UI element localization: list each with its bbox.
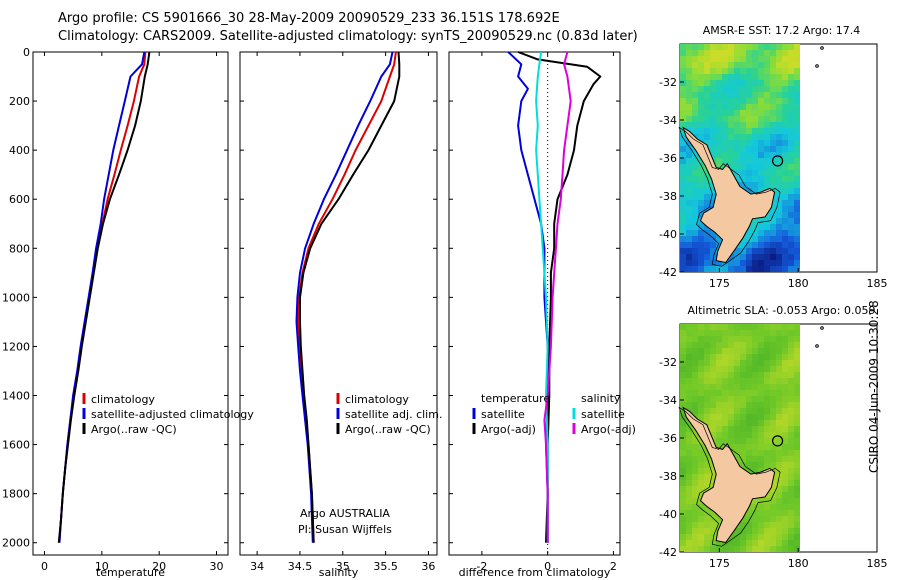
sla_map-islet (815, 344, 819, 348)
salinity-xtick-label: 35 (336, 560, 350, 573)
temperature-series-satellite-adjusted-climatology (58, 51, 146, 543)
difference-xlabel: difference from climatology (459, 566, 611, 579)
temperature-frame (32, 51, 229, 556)
sst_map-contour (678, 126, 781, 267)
salinity-frame (239, 51, 438, 556)
sla_map-lon-tick-label: 185 (867, 557, 888, 570)
legend-sal-argo-label: Argo(-adj) (581, 423, 636, 436)
difference-xtick-label: -2 (476, 560, 487, 573)
header-line-1: Argo profile: CS 5901666_30 28-May-2009 … (58, 11, 560, 26)
sla_map-lat-tick-label: -42 (659, 546, 677, 559)
sla_map-lon-tick-label: 180 (788, 557, 809, 570)
credit-line-2: PI: Susan Wijffels (298, 523, 392, 536)
difference-series-temperature-satellite (507, 51, 549, 543)
legend-climatology-label: climatology (91, 393, 155, 406)
sst_map: 175 180 185 -32 -34 -36 -38 -40 -42 AMSR-E SST: 1… (659, 24, 887, 290)
sst_map-lat-tick-label: -40 (659, 228, 677, 241)
sst_map-lat-tick-label: -32 (659, 76, 677, 89)
sst_map-lat-tick-label: -42 (659, 266, 677, 279)
legend-temp-satellite-label: satellite (481, 408, 525, 421)
temperature-xtick-label: 0 (41, 560, 48, 573)
sla_map-land (682, 406, 776, 544)
difference-series-salinity-argo-adj- (543, 51, 572, 543)
sst_map-land (682, 126, 776, 264)
legend-climatology-label: climatology (345, 393, 409, 406)
legend-satellite-label: satellite adj. clim. (345, 408, 442, 421)
sla_map-lat-tick-label: -38 (659, 470, 677, 483)
temperature-legend: climatology satellite-adjusted climatolog… (82, 393, 254, 436)
depth-tick-label: 0 (23, 46, 30, 59)
difference-frame (448, 51, 621, 556)
depth-tick-label: 1000 (2, 291, 30, 304)
depth-tick-label: 400 (9, 144, 30, 157)
temperature-xtick-label: 30 (210, 560, 224, 573)
depth-tick-label: 200 (9, 95, 30, 108)
sla_map-contour (678, 406, 781, 547)
header-line-2: Climatology: CARS2009. Satellite-adjuste… (58, 29, 638, 44)
legend-temperature-heading: temperature (481, 392, 550, 405)
depth-tick-label: 600 (9, 193, 30, 206)
sla_map-field (680, 324, 800, 552)
salinity-series-climatology (297, 51, 397, 543)
legend-argo-label: Argo(..raw -QC) (345, 423, 431, 436)
temperature-xlabel: temperature (96, 566, 165, 579)
difference-xtick-label: 2 (610, 560, 617, 573)
depth-tick-label: 1200 (2, 340, 30, 353)
legend-sal-satellite-label: satellite (581, 408, 625, 421)
credit-line-1: Argo AUSTRALIA (300, 507, 390, 520)
sla_map-lat-tick-label: -34 (659, 394, 677, 407)
temperature-xtick-label: 20 (152, 560, 166, 573)
sst_map-lat-tick-label: -36 (659, 152, 677, 165)
temperature-xtick-label: 10 (95, 560, 109, 573)
salinity-xtick-label: 34 (250, 560, 264, 573)
difference-xtick-label: 0 (544, 560, 551, 573)
salinity-panel: 34 34.5 35 35.5 36 salinity (239, 51, 438, 579)
sst_map-islet (820, 46, 824, 50)
salinity-series-argo-raw-qc- (299, 51, 401, 543)
sst_map-lon-tick-label: 180 (788, 277, 809, 290)
difference-series-temperature-argo-adj- (517, 51, 602, 543)
sla_map-frame (679, 323, 878, 553)
legend-salinity-heading: salinity (581, 392, 621, 405)
depth-tick-label: 800 (9, 242, 30, 255)
sla_map: 175 180 185 -32 -34 -36 -38 -40 -42 Altimetric SL… (659, 304, 887, 570)
sst_map-frame (679, 43, 878, 273)
salinity-xtick-label: 36 (421, 560, 435, 573)
depth-tick-label: 2000 (2, 537, 30, 550)
sst_map-lon-tick-label: 175 (709, 277, 730, 290)
sst_map-field (680, 44, 800, 272)
sla_map-float-marker (771, 435, 784, 447)
sla_map-lon-tick-label: 175 (709, 557, 730, 570)
legend-argo-label: Argo(..raw -QC) (91, 423, 177, 436)
sst_map-lon-tick-label: 185 (867, 277, 888, 290)
sst_map-title: AMSR-E SST: 17.2 Argo: 17.4 (703, 24, 861, 37)
legend-temp-argo-label: Argo(-adj) (481, 423, 536, 436)
sla_map-lat-tick-label: -40 (659, 508, 677, 521)
difference-legend: temperature satellite Argo(-adj) salinity sa… (472, 392, 636, 436)
depth-tick-label: 1600 (2, 439, 30, 452)
sla_map-title: Altimetric SLA: -0.053 Argo: 0.059 (688, 304, 876, 317)
salinity-xtick-label: 34.5 (288, 560, 313, 573)
sst_map-float-marker (771, 155, 784, 167)
salinity-series-satellite-adj-clim- (295, 51, 394, 543)
temperature-series-climatology (58, 51, 147, 543)
timestamp-label: CSIRO 04-Jun-2009 10:30:28 (867, 300, 881, 473)
sla_map-islet (820, 326, 824, 330)
sst_map-islet (815, 64, 819, 68)
legend-satellite-label: satellite-adjusted climatology (91, 408, 254, 421)
sst_map-lat-tick-label: -38 (659, 190, 677, 203)
salinity-legend: climatology satellite adj. clim. Argo(..ra… (336, 393, 442, 436)
depth-tick-label: 1400 (2, 390, 30, 403)
sla_map-lat-tick-label: -36 (659, 432, 677, 445)
temperature-panel: 0 10 20 30 temperature 0 200 400 600 800 1000 1200 1… (2, 46, 229, 579)
salinity-xlabel: salinity (319, 566, 359, 579)
depth-tick-label: 1800 (2, 488, 30, 501)
sla_map-lat-tick-label: -32 (659, 356, 677, 369)
difference-series-salinity-satellite (535, 51, 549, 543)
salinity-xtick-label: 35.5 (373, 560, 398, 573)
sst_map-lat-tick-label: -34 (659, 114, 677, 127)
temperature-series-argo-raw-qc- (57, 51, 151, 543)
